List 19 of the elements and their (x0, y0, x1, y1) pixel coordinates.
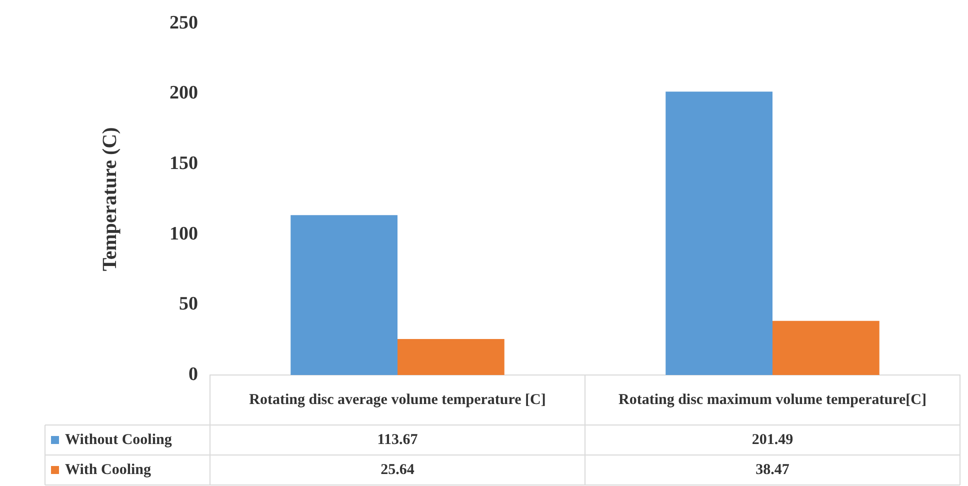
y-tick-label: 50 (179, 294, 198, 315)
data-label: 25.64 (380, 462, 415, 478)
bar (290, 215, 398, 375)
data-label: 201.49 (752, 432, 794, 448)
y-tick-label: 250 (170, 12, 198, 34)
data-label: 38.47 (756, 462, 790, 478)
y-tick-label: 200 (170, 82, 198, 104)
bar (398, 338, 504, 375)
data-label: 113.67 (377, 432, 418, 448)
bar (666, 92, 772, 375)
x-tick-label: Rotating disc average volume temperature [C] (249, 392, 546, 408)
x-tick-label: Rotating disc maximum volume temperature[C] (618, 392, 927, 408)
legend-label: With Cooling (65, 462, 152, 478)
y-tick-label: 100 (170, 223, 198, 244)
legend-label: Without Cooling (65, 432, 172, 448)
y-tick-label: 0 (188, 364, 198, 385)
y-axis-title: Temperature (C) (99, 127, 122, 272)
bar (772, 320, 880, 375)
y-tick-label: 150 (170, 152, 198, 174)
